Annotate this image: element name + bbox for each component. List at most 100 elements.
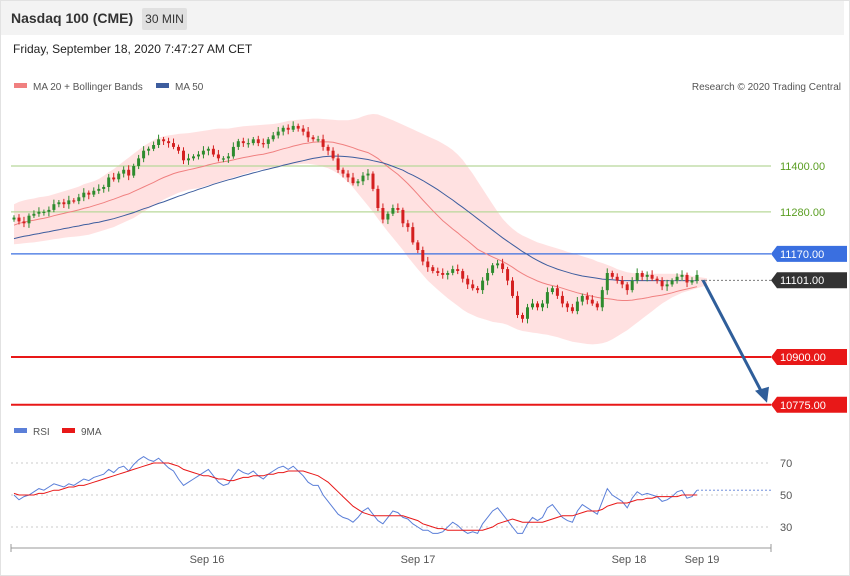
candle-body — [630, 280, 634, 291]
candle-body — [211, 148, 215, 155]
level-label-11280: 11280.00 — [780, 207, 825, 219]
candle-body — [486, 273, 490, 281]
candle-body — [77, 197, 81, 202]
candle-body — [431, 267, 435, 271]
candle-body — [197, 154, 200, 157]
candle-body — [635, 273, 639, 281]
level-label-11101: 11101.00 — [780, 275, 824, 287]
candle-body — [625, 284, 629, 291]
candle-body — [610, 273, 614, 277]
forecast-arrowhead — [755, 386, 769, 403]
candle-body — [326, 146, 330, 151]
ma20-legend-label: MA 20 + Bollinger Bands — [33, 82, 143, 93]
rsi-9ma-line — [13, 462, 697, 531]
candle-body — [536, 303, 539, 308]
ma50-legend-swatch — [156, 83, 169, 88]
level-tag-11101 — [771, 272, 847, 289]
candle-body — [421, 250, 425, 262]
rsi-line — [13, 456, 698, 535]
candle-body — [291, 125, 295, 130]
candle-body — [550, 288, 554, 292]
candle-body — [286, 127, 290, 130]
candle-body — [396, 208, 400, 210]
candle-body — [615, 276, 619, 281]
candle-body — [42, 211, 46, 213]
candle-body — [605, 273, 609, 291]
candle-body — [451, 269, 455, 273]
level-tag-10900 — [771, 349, 847, 365]
candle-body — [491, 265, 495, 273]
level-label-10900: 10900.00 — [780, 352, 826, 364]
candle-body — [516, 295, 519, 315]
rsi-legend-swatch — [14, 428, 27, 433]
level-tag-10775 — [771, 396, 847, 413]
candle-body — [167, 141, 171, 144]
candle-body — [555, 288, 559, 296]
candle-body — [266, 139, 270, 144]
rsi-tick-label: 50 — [780, 490, 792, 502]
candle-body — [665, 284, 669, 287]
candle-body — [511, 280, 514, 296]
candle-body — [296, 125, 300, 129]
candle-body — [142, 150, 146, 159]
candle-body — [481, 280, 485, 291]
candle-body — [441, 273, 445, 275]
candle-body — [521, 315, 524, 319]
candle-body — [27, 215, 31, 224]
candle-body — [201, 150, 205, 155]
rsi-tick-label: 70 — [780, 458, 792, 470]
candle-body — [456, 269, 460, 271]
candle-body — [371, 173, 375, 189]
candle-body — [680, 274, 684, 277]
candle-body — [670, 280, 674, 285]
candle-body — [47, 209, 51, 212]
candle-body — [336, 158, 340, 170]
candle-body — [461, 271, 465, 279]
candle-body — [531, 303, 534, 308]
candle-body — [321, 139, 325, 147]
candle-body — [376, 188, 380, 208]
candle-body — [590, 299, 594, 304]
candle-body — [426, 261, 430, 268]
candle-body — [57, 202, 61, 205]
candle-body — [685, 274, 689, 283]
ma50-line — [13, 155, 697, 282]
forecast-arrow-shaft — [701, 279, 764, 394]
candle-body — [436, 271, 440, 273]
candle-body — [580, 295, 584, 302]
timeframe-button[interactable]: 30 MIN — [142, 8, 187, 30]
candle-body — [32, 213, 36, 216]
ma20-legend-swatch — [14, 83, 27, 88]
candle-body — [12, 217, 16, 220]
level-label-10775: 10775.00 — [780, 400, 826, 412]
candle-body — [466, 278, 470, 285]
candle-body — [187, 158, 190, 161]
candle-body — [366, 173, 370, 176]
candle-body — [62, 202, 66, 205]
candle-body — [660, 280, 664, 287]
candle-body — [157, 139, 161, 145]
candle-body — [276, 131, 280, 136]
candle-body — [172, 143, 175, 147]
candle-body — [391, 208, 395, 214]
instrument-title: Nasdaq 100 (CME) — [11, 10, 134, 26]
candle-body — [645, 274, 649, 277]
candle-body — [541, 303, 544, 308]
candle-body — [401, 209, 405, 224]
candle-body — [351, 177, 355, 184]
candle-body — [102, 187, 106, 189]
candle-body — [162, 139, 166, 142]
candle-body — [446, 273, 450, 275]
candle-body — [356, 181, 360, 184]
candle-body — [122, 169, 126, 174]
candle-body — [306, 131, 310, 138]
candle-body — [192, 156, 195, 159]
candle-body — [72, 200, 76, 202]
candle-body — [152, 145, 156, 149]
candle-body — [471, 284, 475, 289]
candle-body — [620, 280, 624, 285]
rsi-tick-label: 30 — [780, 522, 792, 534]
candle-body — [316, 139, 320, 141]
candle-body — [361, 175, 365, 182]
